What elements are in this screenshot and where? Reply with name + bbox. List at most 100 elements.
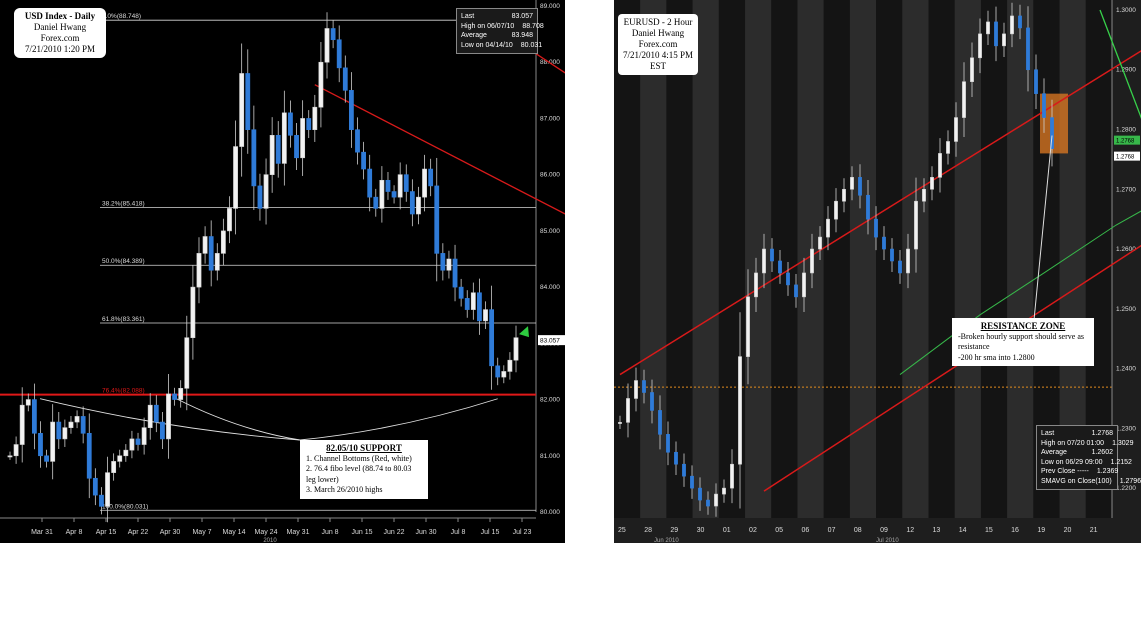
candle-body bbox=[184, 337, 190, 389]
y-tick-label: 1.2400 bbox=[1116, 366, 1136, 373]
x-tick-label: 09 bbox=[880, 527, 888, 534]
candle-body bbox=[111, 461, 117, 473]
candle-body bbox=[489, 309, 495, 367]
candle-body bbox=[1034, 69, 1038, 94]
y-tick-label: 81.000 bbox=[540, 453, 560, 460]
candle-body bbox=[422, 168, 427, 198]
red-channel-upper bbox=[497, 27, 565, 74]
candle-body bbox=[105, 472, 110, 507]
fib-label: 61.8%(83.361) bbox=[102, 316, 145, 323]
candle-body bbox=[930, 177, 934, 190]
candle-body bbox=[7, 455, 13, 458]
candle-body bbox=[336, 39, 342, 69]
candle-body bbox=[251, 129, 257, 187]
candle-body bbox=[257, 185, 263, 209]
candle-body bbox=[281, 112, 287, 164]
candle-body bbox=[239, 73, 245, 147]
candle-body bbox=[483, 309, 488, 322]
candle-body bbox=[746, 296, 750, 357]
candle-body bbox=[658, 410, 662, 435]
candle-body bbox=[50, 421, 56, 462]
candle-body bbox=[135, 438, 141, 445]
candle-body bbox=[348, 90, 354, 130]
usd-legend-label: Average bbox=[461, 32, 487, 39]
usd-title-line-3: Forex.com bbox=[40, 33, 80, 43]
candle-body bbox=[730, 463, 734, 489]
candle-body bbox=[674, 451, 678, 465]
resistance-arrow bbox=[1033, 135, 1053, 321]
x-month-label: Jul 2010 bbox=[876, 538, 899, 543]
eurusd-legend-label: Last bbox=[1041, 430, 1055, 437]
day-band bbox=[954, 0, 981, 518]
candle-body bbox=[754, 272, 758, 298]
day-band bbox=[928, 0, 955, 518]
resistance-note-item: -200 hr sma into 1.2800 bbox=[958, 352, 1035, 362]
last-price-label: 1.2768 bbox=[1116, 155, 1135, 161]
candle-body bbox=[440, 253, 446, 271]
candle-body bbox=[379, 179, 385, 209]
usd-legend-row: Low on 04/14/10 80.031 bbox=[461, 41, 542, 51]
candle-body bbox=[208, 236, 214, 271]
candle-body bbox=[178, 388, 184, 400]
candle-body bbox=[802, 272, 806, 298]
y-tick-label: 84.000 bbox=[540, 284, 560, 291]
x-tick-label: 05 bbox=[775, 527, 783, 534]
x-tick-label: Jun 8 bbox=[321, 529, 338, 536]
x-tick-label: 06 bbox=[801, 527, 809, 534]
usd-legend-label: Last bbox=[461, 13, 475, 20]
candle-body bbox=[214, 253, 220, 271]
candle-body bbox=[978, 33, 982, 59]
candle-body bbox=[166, 393, 171, 440]
usd-index-chart: 89.00088.00087.00086.00085.00084.00083.0… bbox=[0, 0, 565, 543]
candle-body bbox=[330, 28, 336, 41]
x-tick-label: May 14 bbox=[223, 529, 246, 536]
y-tick-label: 1.2600 bbox=[1116, 246, 1136, 253]
candle-body bbox=[202, 236, 208, 254]
usd-legend-row: Average 83.948 bbox=[461, 31, 533, 41]
x-tick-label: 16 bbox=[1011, 527, 1019, 534]
candle-body bbox=[62, 427, 68, 440]
support-note-item: 3. March 26/2010 highs bbox=[306, 485, 383, 494]
eurusd-legend-label: Average bbox=[1041, 449, 1067, 456]
usd-title-line-2: Daniel Hwang bbox=[33, 22, 87, 32]
candle-body bbox=[762, 248, 766, 274]
eurusd-legend-label: High on 07/20 01:00 bbox=[1041, 439, 1105, 447]
candle-body bbox=[409, 191, 415, 215]
candle-body bbox=[294, 135, 299, 159]
eurusd-legend-row: SMAVG on Close(100) 1.2796 bbox=[1041, 477, 1141, 487]
candle-body bbox=[690, 475, 694, 489]
x-year-label: 2010 bbox=[263, 538, 277, 543]
candle-body bbox=[458, 286, 464, 299]
candle-body bbox=[44, 455, 49, 462]
candle-body bbox=[464, 298, 470, 310]
candle-body bbox=[682, 463, 686, 477]
candle-body bbox=[842, 188, 846, 202]
candle-body bbox=[698, 487, 702, 501]
eurusd-title-box: EURUSD - 2 Hour Daniel Hwang Forex.com 7… bbox=[618, 14, 698, 75]
eurusd-title-line-1: EURUSD - 2 Hour bbox=[623, 17, 693, 27]
candle-body bbox=[642, 380, 646, 393]
day-band bbox=[614, 0, 641, 518]
candle-body bbox=[233, 146, 238, 209]
candle-body bbox=[324, 28, 330, 63]
candle-body bbox=[367, 168, 373, 198]
x-tick-label: 29 bbox=[670, 527, 678, 534]
day-band bbox=[980, 0, 1008, 518]
support-note-item: 1. Channel Bottoms (Red, white) bbox=[306, 453, 412, 463]
fib-label: 0.0%(88.748) bbox=[102, 13, 141, 20]
candle-body bbox=[858, 177, 862, 196]
day-band bbox=[876, 0, 903, 518]
candle-body bbox=[666, 434, 670, 453]
x-tick-label: May 7 bbox=[192, 529, 211, 536]
last-price-marker bbox=[538, 335, 565, 346]
candle-body bbox=[288, 112, 293, 136]
candle-body bbox=[220, 230, 226, 254]
candle-body bbox=[922, 188, 926, 202]
eurusd-legend-value: 1.2152 bbox=[1110, 458, 1132, 466]
eurusd-legend-row: High on 07/20 01:00 1.3029 bbox=[1041, 439, 1133, 449]
eurusd-legend-row: Prev Close ----- 1.2369 bbox=[1041, 467, 1118, 477]
candle-body bbox=[306, 118, 312, 130]
candle-body bbox=[882, 236, 886, 250]
candle-body bbox=[147, 404, 153, 428]
candle-body bbox=[834, 200, 838, 220]
